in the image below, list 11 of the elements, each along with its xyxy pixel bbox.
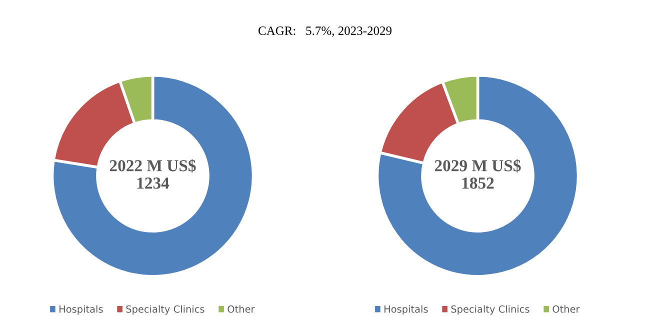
text: CAGR: 5.7%, 2023-2029	[258, 26, 392, 37]
legend-label: Specialty Clinics	[126, 305, 204, 315]
legend-label: Other	[228, 305, 255, 313]
text: 2022 M US$ 1234	[110, 159, 196, 189]
donut-slice	[376, 74, 580, 278]
legend-label: Hospitals	[59, 305, 103, 315]
legend-label: Other	[552, 305, 580, 313]
legend-label: Specialty Clinics	[451, 305, 530, 315]
donut-slice	[50, 74, 255, 278]
text: 2029 M US$ 1852	[434, 159, 521, 189]
legend-label: Hospitals	[384, 305, 428, 315]
